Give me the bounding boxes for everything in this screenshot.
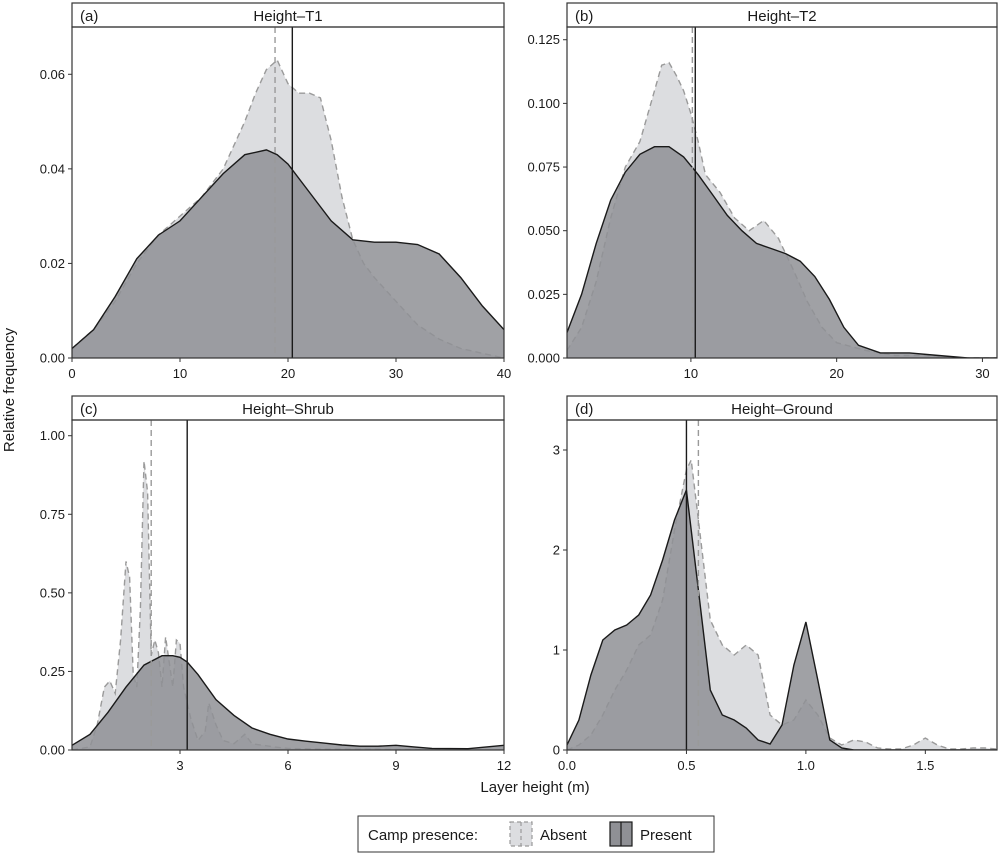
legend-key-absent <box>509 821 533 847</box>
x-tick-label: 30 <box>975 366 989 381</box>
x-tick-label: 40 <box>497 366 511 381</box>
x-tick-label: 12 <box>497 758 511 773</box>
y-tick-label: 1.00 <box>40 428 65 443</box>
x-tick-label: 1.0 <box>797 758 815 773</box>
panel-a: (a) Height–T1 0 10 20 30 40 0.00 0.02 0.04 0.06 <box>40 2 511 381</box>
y-axis-label: Relative frequency <box>1 327 18 452</box>
x-tick-label: 0 <box>68 366 75 381</box>
y-tick-label: 0.025 <box>527 287 560 302</box>
x-tick-label: 0.0 <box>558 758 576 773</box>
panel-b: (b) Height–T2 10 20 30 0.000 0.025 0.050 0.075 0.… <box>527 2 998 381</box>
legend-label-absent: Absent <box>540 827 588 844</box>
strip-title: Height–T1 <box>253 8 322 25</box>
strip-title: Height–Shrub <box>242 401 334 418</box>
legend-label-present: Present <box>640 827 693 844</box>
density-area-present <box>72 149 504 358</box>
x-tick-label: 20 <box>829 366 843 381</box>
x-tick-label: 9 <box>392 758 399 773</box>
plot-area <box>72 27 504 358</box>
plot-area <box>567 27 997 358</box>
panel-tag: (c) <box>80 401 98 418</box>
strip-title: Height–Ground <box>731 401 833 418</box>
x-tick-label: 6 <box>284 758 291 773</box>
y-tick-label: 0.02 <box>40 256 65 271</box>
strip-header <box>71 2 505 28</box>
legend: Camp presence: Absent Present <box>357 815 715 853</box>
y-tick-label: 0.25 <box>40 664 65 679</box>
strip-header <box>71 395 505 421</box>
x-tick-label: 30 <box>389 366 403 381</box>
strip-header <box>566 395 998 421</box>
y-tick-label: 0.00 <box>40 351 65 366</box>
y-tick-label: 0.000 <box>527 351 560 366</box>
plot-frame <box>566 419 998 751</box>
panel-group: (a) Height–T10 10 20 30 400.000.020.040.06(b)… <box>40 2 998 773</box>
density-line-present <box>72 149 504 350</box>
density-line-absent <box>567 61 997 358</box>
y-tick-label: 0.050 <box>527 223 560 238</box>
panel-tag: (a) <box>80 8 98 25</box>
x-tick-label: 10 <box>684 366 698 381</box>
density-line-present <box>567 146 997 358</box>
y-tick-label: 3 <box>553 443 560 458</box>
y-tick-label: 0.75 <box>40 507 65 522</box>
y-tick-label: 0.125 <box>527 32 560 47</box>
x-tick-label: 1.5 <box>916 758 934 773</box>
panel-tag: (d) <box>575 401 593 418</box>
legend-title: Camp presence: <box>368 827 478 844</box>
y-tick-label: 0.06 <box>40 67 65 82</box>
y-tick-label: 0.50 <box>40 585 65 600</box>
plot-area <box>567 420 997 750</box>
x-tick-label: 10 <box>173 366 187 381</box>
panel-c: (c) Height–Shrub 3 6 9 12 0.00 0.25 0.50 0.75 1.00 <box>40 395 511 773</box>
density-area-present <box>567 490 997 750</box>
y-tick-label: 0.04 <box>40 161 65 176</box>
x-axis-label: Layer height (m) <box>480 779 589 796</box>
plot-area <box>72 420 504 750</box>
legend-key-present <box>609 821 633 847</box>
x-tick-label: 0.5 <box>677 758 695 773</box>
y-tick-label: 1 <box>553 643 560 658</box>
y-tick-label: 0 <box>553 743 560 758</box>
x-tick-label: 20 <box>281 366 295 381</box>
strip-title: Height–T2 <box>747 8 816 25</box>
x-tick-label: 3 <box>176 758 183 773</box>
density-line-present <box>72 655 504 750</box>
y-tick-label: 2 <box>553 543 560 558</box>
panel-tag: (b) <box>575 8 593 25</box>
density-area-present <box>72 655 504 750</box>
y-tick-label: 0.00 <box>40 743 65 758</box>
panel-d: (d) Height–Ground 0.0 0.5 1.0 1.5 0 1 2 3 <box>553 395 998 773</box>
y-tick-label: 0.100 <box>527 96 560 111</box>
legend-frame <box>357 815 715 853</box>
y-tick-label: 0.075 <box>527 160 560 175</box>
density-line-present <box>567 489 997 750</box>
plot-frame <box>566 26 998 359</box>
